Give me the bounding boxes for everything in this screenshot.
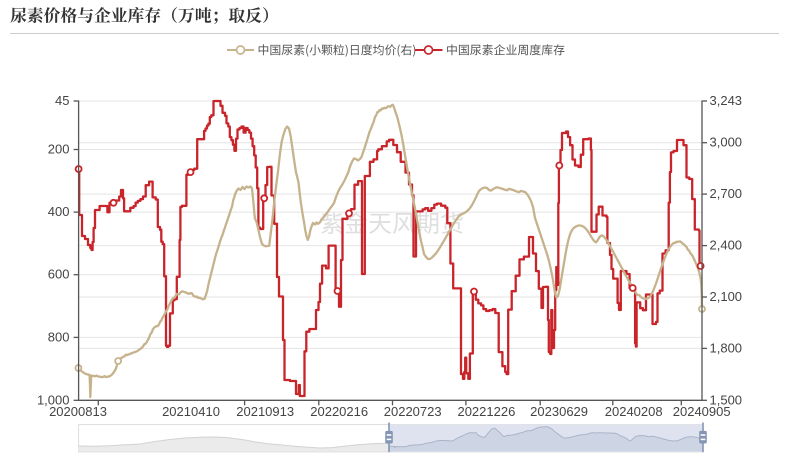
svg-text:800: 800: [48, 329, 70, 344]
svg-text:20210410: 20210410: [162, 404, 220, 419]
svg-text:2,100: 2,100: [710, 289, 743, 304]
svg-text:1,800: 1,800: [710, 340, 743, 355]
svg-text:20220723: 20220723: [384, 404, 442, 419]
svg-text:20240905: 20240905: [673, 404, 731, 419]
svg-text:1,000: 1,000: [37, 392, 70, 407]
svg-text:3,243: 3,243: [710, 93, 743, 108]
svg-text:2,700: 2,700: [710, 186, 743, 201]
svg-text:20221226: 20221226: [457, 404, 515, 419]
svg-text:45: 45: [55, 93, 69, 108]
svg-text:400: 400: [48, 204, 70, 219]
svg-text:20220216: 20220216: [310, 404, 368, 419]
svg-text:20210913: 20210913: [236, 404, 294, 419]
svg-text:3,000: 3,000: [710, 135, 743, 150]
svg-text:20240208: 20240208: [605, 404, 663, 419]
svg-text:20230629: 20230629: [530, 404, 588, 419]
svg-text:2,400: 2,400: [710, 238, 743, 253]
svg-text:1,500: 1,500: [710, 392, 743, 407]
svg-text:20200813: 20200813: [49, 404, 107, 419]
svg-text:200: 200: [48, 142, 70, 157]
svg-text:600: 600: [48, 267, 70, 282]
